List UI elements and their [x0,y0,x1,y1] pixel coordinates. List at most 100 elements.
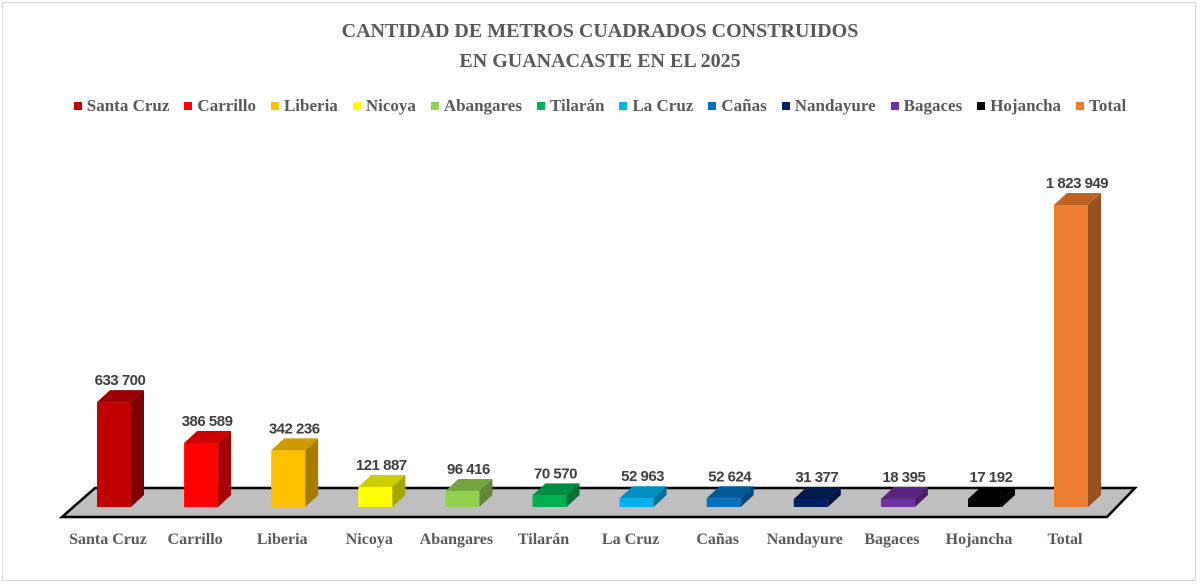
bar-top [706,486,754,499]
legend-swatch [977,102,986,110]
legend-swatch [430,102,439,110]
bar-top [184,430,232,443]
data-label: 17 192 [970,469,1013,486]
bar-side [653,486,667,507]
bar-total [1054,205,1088,507]
bar-top [358,474,406,487]
category-label: Cañas [696,531,739,548]
legend-item: Nandayure [781,96,876,116]
legend-item: Abangares [430,96,522,116]
bar-la-cruz [619,498,654,507]
legend-label: Bagaces [903,96,963,115]
legend-item: Nicoya [352,96,416,116]
category-label: Bagaces [864,531,919,548]
legend-item: Carrillo [184,96,256,116]
data-label: 70 570 [534,465,577,482]
data-label: 52 624 [708,468,752,485]
legend-label: Tilarán [549,96,605,115]
legend-swatch [184,102,193,110]
category-label: Nandayure [767,531,843,548]
category-label: Santa Cruz [69,531,147,548]
bar-top [1054,193,1101,205]
bar-top [445,479,493,492]
bar-top [619,486,667,499]
legend-swatch [619,102,628,110]
bar-carrillo [184,442,219,507]
data-label: 633 700 [95,372,146,389]
bar-side [305,438,319,507]
category-label: Total [1048,531,1084,548]
category-label: Carrillo [168,531,223,548]
legend-item: Cañas [708,96,767,116]
bar-side [827,487,841,507]
bar-hojancha [968,499,1002,507]
bar-santa-cruz [97,402,131,507]
legend-label: Santa Cruz [86,96,170,115]
bar-side [218,430,232,507]
legend-label: La Cruz [632,96,694,115]
legend-label: Liberia [283,96,338,115]
category-label: Hojancha [946,531,1013,548]
legend-item: Bagaces [890,96,963,116]
legend-swatch [781,102,790,110]
bar-side [566,483,580,507]
bar-nandayure [793,499,828,507]
data-label: 1 823 949 [1046,175,1108,192]
bar-side [392,474,406,507]
data-label: 386 589 [182,413,233,430]
legend-item: Santa Cruz [73,96,170,116]
legend-item: Liberia [270,96,338,116]
bar-top [271,438,319,451]
bar-side [479,479,493,507]
legend-swatch [270,102,279,110]
bar-top [968,487,1015,499]
bar-tilarán [532,495,567,507]
bar-side [1088,193,1101,507]
legend-label: Hojancha [990,96,1062,115]
legend-swatch [1076,102,1085,110]
bar-liberia [271,450,306,507]
legend-swatch [536,102,545,110]
legend: Santa Cruz Carrillo Liberia Nicoya Abangares… [0,96,1200,116]
bar-side [914,487,928,507]
category-label: Abangares [420,531,494,548]
data-label: 31 377 [795,469,838,486]
legend-item: La Cruz [619,96,693,116]
bar-top [97,390,144,403]
legend-label: Abangares [443,96,522,115]
bar-top [532,483,580,496]
legend-swatch [352,102,361,110]
data-label: 342 236 [269,420,320,437]
bar-top [880,487,928,499]
legend-item: Total [1076,96,1126,116]
legend-item: Hojancha [977,96,1061,116]
legend-label: Cañas [721,96,767,115]
bar-nicoya [358,486,393,507]
legend-label: Nicoya [365,96,416,115]
bar-cañas [706,498,741,507]
legend-item: Tilarán [536,96,605,116]
bar-abangares [445,491,480,507]
legend-label: Carrillo [197,96,256,115]
data-label: 52 963 [621,468,664,485]
chart-floor [58,486,1138,519]
category-label: Liberia [257,531,308,548]
chart-subtitle: EN GUANACASTE EN EL 2025 [459,50,741,72]
category-label: La Cruz [602,531,659,548]
legend-swatch [890,102,899,110]
legend-label: Nandayure [794,96,876,115]
category-label: Nicoya [346,531,393,548]
bar-side [740,486,754,507]
legend-swatch [73,102,82,110]
bar-side [1002,487,1015,507]
data-label: 18 395 [882,469,925,486]
bar-bagaces [880,499,915,507]
chart-title: CANTIDAD DE METROS CUADRADOS CONSTRUIDOS [341,20,859,42]
bar-side [131,390,144,507]
data-label: 96 416 [447,461,490,478]
legend-label: Total [1089,96,1127,115]
category-label: Tilarán [518,531,569,548]
bar-top [793,487,841,499]
